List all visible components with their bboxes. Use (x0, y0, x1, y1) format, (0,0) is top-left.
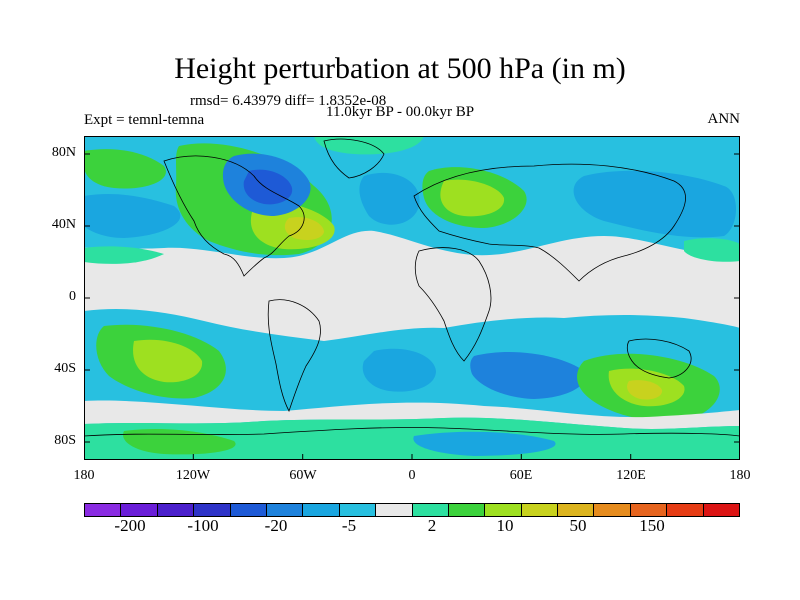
experiment-label: Expt = temnl-temna (84, 112, 205, 128)
colorbar-swatch-14 (594, 504, 631, 516)
coastline-africa (414, 247, 492, 362)
contour-green-arctic (314, 136, 424, 155)
lon-label-180w: 180 (73, 468, 95, 483)
contour-green-tropical-west (84, 246, 164, 264)
colorbar-swatch-13 (558, 504, 595, 516)
colorbar-label-150: 150 (639, 516, 665, 535)
season-label: ANN (707, 111, 741, 127)
contour-lightgreen-antarctic (123, 429, 236, 455)
colorbar-swatch-16 (667, 504, 704, 516)
colorbar-swatch-4 (230, 504, 267, 516)
contour-map (84, 136, 740, 460)
lat-label-40s: 40S (54, 361, 76, 376)
colorbar-label-50: 50 (569, 516, 587, 535)
coastline-greenland (323, 138, 385, 179)
lat-label-40n: 40N (51, 217, 76, 232)
coastline-antarctica (84, 427, 740, 437)
map-frame (84, 136, 740, 460)
time-period-label: 11.0kyr BP - 00.0kyr BP (326, 104, 475, 120)
coastline-south-america (267, 299, 321, 413)
contour-green-antarctic (84, 417, 740, 460)
colorbar-label-10: 10 (496, 516, 514, 535)
contour-blue-south-atl (362, 348, 436, 392)
colorbar-swatch-15 (630, 504, 668, 516)
colorbar-swatch-0 (85, 504, 122, 516)
map-panel (84, 136, 740, 460)
contour-yellowgreen-south-pacific (133, 339, 203, 383)
lon-label-180e: 180 (729, 468, 751, 483)
colorbar-label-minus200: -200 (114, 516, 146, 535)
contour-yellow-south-indian (627, 380, 663, 400)
lon-label-120w: 120W (175, 468, 211, 483)
colorbar (84, 503, 740, 517)
coastline-australia (626, 338, 692, 379)
lon-label-60w: 60W (289, 468, 317, 483)
contour-blue-antarctic (413, 431, 556, 456)
colorbar-swatch-8 (376, 504, 413, 516)
colorbar-swatch-1 (121, 504, 158, 516)
coastline-north-america (163, 155, 305, 277)
colorbar-label-minus100: -100 (187, 516, 219, 535)
contour-band-north-blue (84, 194, 181, 238)
rmsd-diff-stats: rmsd= 6.43979 diff= 1.8352e-08 (190, 93, 387, 109)
lat-label-80s: 80S (54, 433, 76, 448)
coastline-eurasia (413, 163, 686, 282)
lat-label-80n: 80N (51, 145, 76, 160)
lon-label-120e: 120E (616, 468, 646, 483)
lon-label-60e: 60E (509, 468, 533, 483)
coastlines (84, 138, 740, 437)
colorbar-swatch-12 (521, 504, 559, 516)
colorbar-swatch-2 (157, 504, 195, 516)
lat-label-eq: 0 (69, 289, 76, 304)
colorbar-swatch-9 (412, 504, 449, 516)
colorbar-swatch-5 (266, 504, 304, 516)
colorbar-label-minus5: -5 (341, 516, 357, 535)
colorbar-label-2: 2 (427, 516, 437, 535)
contour-gray-antarctic-break (84, 400, 740, 429)
contour-band-north-blue-atl (359, 172, 420, 225)
contour-green-east-asia (684, 238, 740, 262)
map-title: Height perturbation at 500 hPa (in m) (174, 52, 626, 85)
colorbar-swatch-6 (303, 504, 340, 516)
colorbar-swatch-11 (485, 504, 522, 516)
contour-yellowgreen-europe (440, 179, 505, 217)
lon-label-0: 0 (408, 468, 416, 483)
contour-band-north-blue-asia (573, 170, 736, 238)
contour-yellow-na (284, 217, 324, 240)
colorbar-swatch-10 (448, 504, 486, 516)
contour-blue-south-indian (470, 351, 586, 399)
colorbar-swatch-7 (339, 504, 377, 516)
colorbar-label-minus20: -20 (264, 516, 288, 535)
colorbar-swatch-17 (703, 504, 740, 516)
contour-green-pacific-nw (84, 149, 166, 189)
colorbar-swatch-3 (194, 504, 231, 516)
